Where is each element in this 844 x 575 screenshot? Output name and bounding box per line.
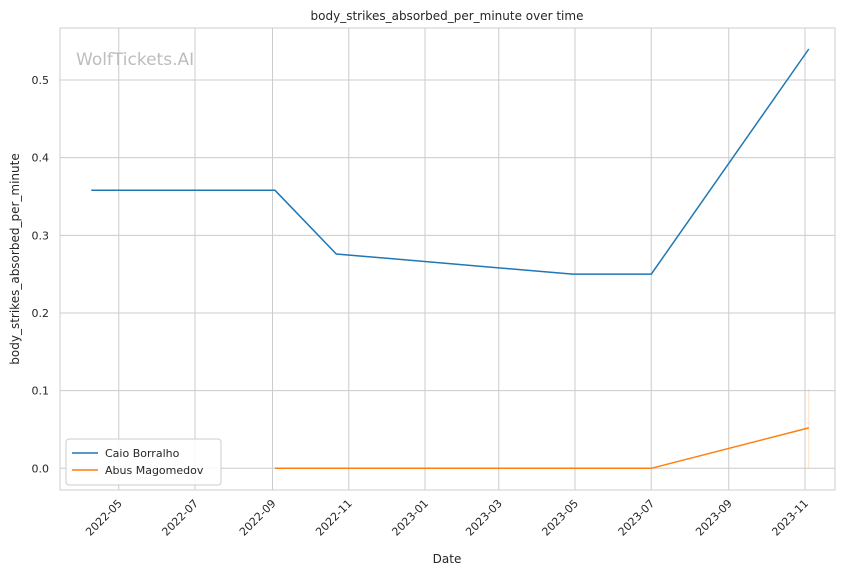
legend: Caio Borralho Abus Magomedov	[65, 438, 222, 486]
x-tick-label: 2022-11	[313, 497, 355, 539]
x-tick-label: 2022-09	[237, 497, 279, 539]
x-tick-label: 2022-05	[83, 497, 125, 539]
series-line	[91, 48, 810, 275]
series-layer	[91, 48, 810, 470]
x-tick-label: 2023-09	[693, 497, 735, 539]
x-axis-label: Date	[433, 552, 462, 566]
y-tick-label: 0.3	[32, 229, 50, 242]
y-axis-label: body_strikes_absorbed_per_minute	[8, 153, 22, 364]
y-tick-label: 0.0	[32, 462, 50, 475]
legend-box	[65, 438, 222, 486]
y-tick-label: 0.2	[32, 307, 50, 320]
x-tick-label: 2023-11	[769, 497, 811, 539]
y-axis-ticks: 0.0 0.1 0.2 0.3 0.4 0.5	[32, 74, 50, 475]
x-tick-label: 2023-07	[616, 497, 658, 539]
x-tick-label: 2023-03	[463, 497, 505, 539]
x-tick-label: 2023-01	[389, 497, 431, 539]
series-line	[275, 427, 809, 470]
legend-label: Abus Magomedov	[105, 464, 204, 477]
grid	[60, 28, 835, 490]
x-tick-label: 2023-05	[539, 497, 581, 539]
x-axis-ticks: 2022-05 2022-07 2022-09 2022-11 2023-01 2023-…	[83, 497, 811, 539]
y-tick-label: 0.5	[32, 74, 50, 87]
y-tick-label: 0.4	[32, 152, 50, 165]
legend-label: Caio Borralho	[105, 447, 180, 460]
watermark: WolfTickets.AI	[76, 50, 194, 70]
chart-title: body_strikes_absorbed_per_minute over ti…	[311, 9, 584, 23]
x-tick-label: 2022-07	[159, 497, 201, 539]
plot-frame	[59, 27, 836, 491]
y-tick-label: 0.1	[32, 385, 50, 398]
